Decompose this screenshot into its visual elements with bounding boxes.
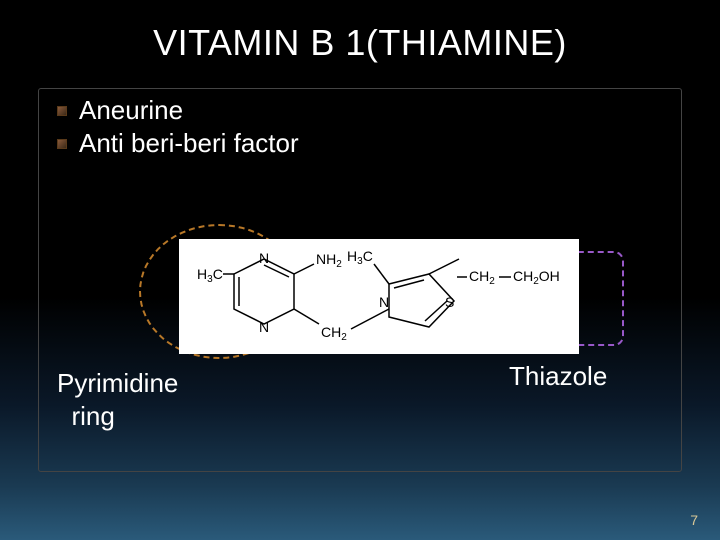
svg-text:H3C: H3C (347, 248, 373, 267)
svg-text:CH2OH: CH2OH (513, 268, 560, 287)
svg-text:N: N (259, 250, 269, 266)
svg-text:CH2: CH2 (321, 324, 347, 343)
square-bullet-icon (57, 106, 67, 116)
svg-text:CH2: CH2 (469, 268, 495, 287)
pyrimidine-label: Pyrimidine ring (57, 367, 178, 432)
svg-text:S: S (445, 294, 454, 310)
bullet-text: Anti beri-beri factor (79, 128, 299, 159)
svg-text:H3C: H3C (197, 266, 223, 285)
bullet-text: Aneurine (79, 95, 183, 126)
bullet-item: Anti beri-beri factor (57, 128, 663, 159)
thiazole-label: Thiazole (509, 361, 607, 392)
svg-text:NH2: NH2 (316, 251, 342, 270)
page-number: 7 (690, 512, 698, 528)
bullet-item: Aneurine (57, 95, 663, 126)
chemical-structure: H3C N N NH2 CH2 N S H3C (179, 239, 579, 354)
svg-text:N: N (379, 294, 389, 310)
content-frame: Aneurine Anti beri-beri factor H3C N N N… (38, 88, 682, 472)
square-bullet-icon (57, 139, 67, 149)
slide-title: VITAMIN B 1(THIAMINE) (0, 0, 720, 64)
svg-text:N: N (259, 319, 269, 335)
thiamine-structure-icon: H3C N N NH2 CH2 N S H3C (179, 239, 579, 354)
